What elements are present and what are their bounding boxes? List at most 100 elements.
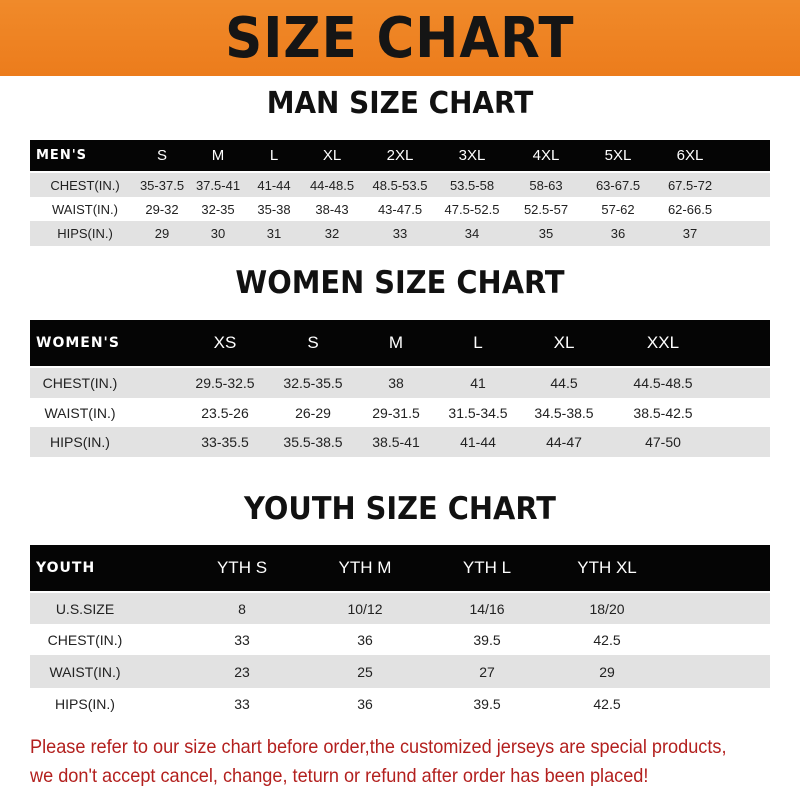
table-row: HIPS(IN.) 33-35.5 35.5-38.5 38.5-41 41-44 44-… [30,427,770,457]
size-header: 6XL [676,147,704,164]
row-label: CHEST(IN.) [50,177,120,193]
men-title: MAN SIZE CHART [266,86,534,121]
table-cell: 37.5-41 [195,177,241,193]
size-header: M [388,333,404,352]
table-cell: 29.5-32.5 [195,375,255,391]
table-cell: 53.5-58 [449,177,495,193]
table-cell: 14/16 [469,600,505,617]
size-header: XXL [646,333,680,352]
table-cell: 44.5-48.5 [633,375,693,391]
size-header: YTH L [462,558,512,577]
table-row: WAIST(IN.) 29-32 32-35 35-38 38-43 43-47.5 47.… [30,197,770,221]
row-label: CHEST(IN.) [42,375,118,391]
table-cell: 48.5-53.5 [372,177,428,193]
table-cell: 36 [357,696,373,712]
table-cell: 67.5-72 [667,177,713,193]
row-label: CHEST(IN.) [47,631,123,648]
table-row: WAIST(IN.) 23 25 27 29 [30,655,770,688]
row-label: HIPS(IN.) [50,434,110,450]
table-cell: 33 [392,226,408,241]
table-cell: 62-66.5 [667,201,713,217]
table-cell: 38-43 [315,201,349,217]
row-label: WAIST(IN.) [52,201,118,217]
row-label: U.S.SIZE [55,600,115,617]
table-cell: 10/12 [347,600,383,617]
youth-size-table: YOUTH YTH S YTH M YTH L YTH XL U.S.SIZE 8 10/12… [30,545,770,720]
table-cell: 33 [234,696,250,712]
size-header: YTH S [216,558,268,577]
table-cell: 23.5-26 [201,404,249,421]
table-cell: 42.5 [593,631,621,648]
table-row: CHEST(IN.) 29.5-32.5 32.5-35.5 38 41 44.5 44.5… [30,368,770,398]
size-header: 5XL [604,147,632,164]
table-cell: 29 [154,226,170,241]
table-cell: 34 [464,226,480,241]
table-cell: 42.5 [593,696,621,712]
women-size-table: WOMEN'S XS S M L XL XXL CHEST(IN.) 29.5-32.5 32.5… [30,320,770,457]
size-header: YTH XL [577,558,637,577]
table-header-row: WOMEN'S XS S M L XL XXL [30,320,770,366]
table-cell: 31 [266,226,282,241]
table-cell: 35-37.5 [139,177,185,193]
table-cell: 44.5 [550,375,578,391]
table-cell: 35 [538,226,554,241]
table-cell: 38.5-41 [372,434,420,450]
table-cell: 26-29 [295,404,331,421]
size-header: L [269,147,279,164]
youth-title: YOUTH SIZE CHART [244,491,556,527]
table-cell: 36 [357,631,373,648]
table-cell: 32 [324,226,340,241]
table-cell: 33 [234,631,250,648]
table-cell: 47.5-52.5 [444,201,500,217]
table-row: CHEST(IN.) 33 36 39.5 42.5 [30,624,770,655]
table-row: WAIST(IN.) 23.5-26 26-29 29-31.5 31.5-34.5 34… [30,398,770,427]
table-cell: 39.5 [473,631,501,648]
table-cell: 33-35.5 [201,434,249,450]
size-header: 3XL [458,147,486,164]
table-cell: 38.5-42.5 [633,404,693,421]
table-cell: 25 [357,663,373,680]
table-row: HIPS(IN.) 33 36 39.5 42.5 [30,688,770,720]
table-cell: 58-63 [529,177,563,193]
row-label: HIPS(IN.) [57,226,113,241]
table-cell: 35.5-38.5 [283,434,343,450]
table-cell: 44-48.5 [309,177,355,193]
banner-title: SIZE CHART [225,5,575,71]
size-header: XS [213,333,237,352]
table-cell: 39.5 [473,696,501,712]
table-cell: 41 [470,375,486,391]
notice-line-2: we don't accept cancel, change, teturn o… [30,765,649,787]
table-cell: 57-62 [601,201,635,217]
table-cell: 52.5-57 [523,201,569,217]
table-cell: 31.5-34.5 [448,404,508,421]
size-header: L [473,333,483,352]
men-size-table: MEN'S S M L XL 2XL 3XL 4XL 5XL 6XL CHEST(IN.) 35-37… [30,140,770,246]
table-cell: 41-44 [257,177,291,193]
table-row: CHEST(IN.) 35-37.5 37.5-41 41-44 44-48.5 48.5… [30,173,770,197]
table-cell: 23 [234,663,250,680]
table-cell: 35-38 [257,201,291,217]
table-cell: 8 [238,600,246,617]
table-cell: 44-47 [546,434,582,450]
table-cell: 47-50 [645,434,681,450]
notice-line-1: Please refer to our size chart before or… [30,736,727,758]
table-cell: 29 [599,663,615,680]
table-cell: 29-31.5 [372,404,420,421]
size-header: 4XL [532,147,560,164]
row-label: WAIST(IN.) [49,663,121,680]
table-cell: 27 [479,663,495,680]
size-header: S [156,147,168,164]
table-cell: 38 [388,375,404,391]
table-header-row: YOUTH YTH S YTH M YTH L YTH XL [30,545,770,591]
row-label: WAIST(IN.) [44,404,116,421]
table-row: HIPS(IN.) 29 30 31 32 33 34 35 36 37 [30,221,770,246]
size-header: YTH M [338,558,392,577]
table-cell: 34.5-38.5 [534,404,594,421]
table-header-row: MEN'S S M L XL 2XL 3XL 4XL 5XL 6XL [30,140,770,171]
table-cell: 18/20 [589,600,625,617]
table-row: U.S.SIZE 8 10/12 14/16 18/20 [30,593,770,624]
table-cell: 63-67.5 [595,177,641,193]
table-cell: 30 [210,226,226,241]
table-title-cell: YOUTH [36,560,96,576]
size-header: S [307,333,319,352]
